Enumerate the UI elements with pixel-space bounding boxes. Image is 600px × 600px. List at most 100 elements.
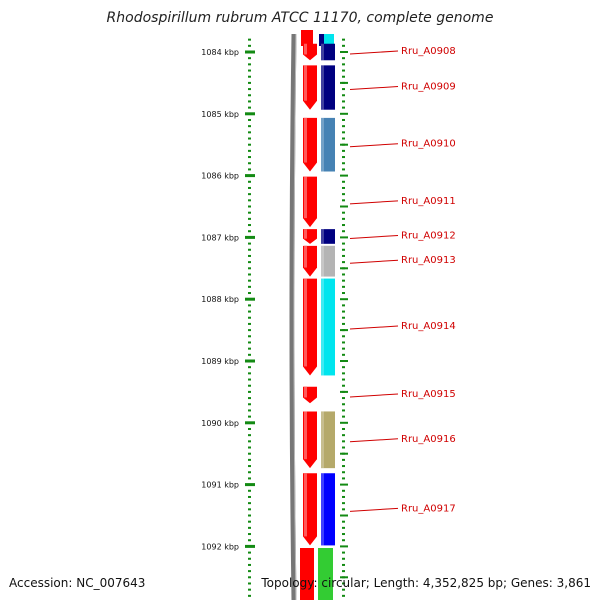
ruler-minor-tick <box>248 471 251 474</box>
gene-leader-line <box>349 234 399 239</box>
gene-rru-a0915[interactable]: Rru_A0915 <box>303 386 456 404</box>
gene-leader-line <box>349 143 399 148</box>
accession-text: Accession: NC_007643 <box>9 576 145 590</box>
ruler-minor-tick-right <box>342 366 345 369</box>
ruler-minor-tick <box>248 366 251 369</box>
ruler-minor-tick <box>248 304 251 307</box>
gene-label[interactable]: Rru_A0917 <box>401 503 456 514</box>
ruler-minor-tick <box>248 81 251 84</box>
ruler-minor-tick-right <box>342 458 345 461</box>
gene-rru-a0913[interactable]: Rru_A0913 <box>303 245 456 277</box>
ruler-minor-tick <box>248 434 251 437</box>
ruler-minor-tick <box>248 193 251 196</box>
gene-cog-box <box>321 117 335 172</box>
gene-cog-box <box>321 65 335 110</box>
ruler-minor-tick-right <box>342 75 345 78</box>
gene-label[interactable]: Rru_A0912 <box>401 230 456 241</box>
ruler-major-tick <box>245 174 255 178</box>
gene-leader-line <box>349 507 399 512</box>
gene-rru-a0910[interactable]: Rru_A0910 <box>303 117 456 172</box>
ruler-minor-tick-right <box>342 38 345 41</box>
ruler-minor-tick-right <box>342 217 345 220</box>
ruler-major-tick <box>245 112 255 116</box>
ruler-minor-tick <box>248 38 251 41</box>
gene-rru-a0912[interactable]: Rru_A0912 <box>303 229 456 244</box>
ruler-major-tick <box>245 359 255 363</box>
gene-label[interactable]: Rru_A0911 <box>401 196 456 207</box>
ruler-minor-tick-right <box>342 125 345 128</box>
gene-rru-a0916[interactable]: Rru_A0916 <box>303 411 456 469</box>
ruler-label: 1091 kbp <box>201 481 239 490</box>
gene-rru-a0911[interactable]: Rru_A0911 <box>303 176 456 228</box>
gene-rru-a0908[interactable]: Rru_A0908 <box>303 43 456 61</box>
ruler-minor-tick-right <box>342 137 345 140</box>
gene-rru-a0917[interactable]: Rru_A0917 <box>303 473 456 546</box>
ruler-minor-tick <box>248 310 251 313</box>
ruler-minor-tick <box>248 347 251 350</box>
ruler-half-tick <box>340 51 348 53</box>
ruler-minor-tick <box>248 75 251 78</box>
ruler-minor-tick-right <box>342 335 345 338</box>
ruler-major-tick <box>245 483 255 487</box>
ruler-label: 1088 kbp <box>201 295 239 304</box>
gene-cog-box-shade <box>321 411 324 469</box>
ruler-minor-tick <box>248 409 251 412</box>
ruler-minor-tick-right <box>342 495 345 498</box>
ruler-half-tick <box>340 452 348 455</box>
ruler-minor-tick <box>248 341 251 344</box>
ruler-minor-tick-right <box>342 149 345 152</box>
ruler-minor-tick <box>248 533 251 536</box>
ruler-minor-tick <box>248 100 251 103</box>
ruler-minor-tick <box>248 254 251 257</box>
gene-label[interactable]: Rru_A0910 <box>401 139 456 150</box>
genome-backbone <box>289 33 297 600</box>
ruler-minor-tick-right <box>342 409 345 412</box>
ruler-minor-tick-right <box>342 563 345 566</box>
ruler-half-tick <box>340 298 348 301</box>
gene-label[interactable]: Rru_A0915 <box>401 389 456 400</box>
ruler-minor-tick-right <box>342 508 345 511</box>
ruler-minor-tick <box>248 489 251 492</box>
gene-cog-box-shade <box>321 65 324 110</box>
gene-arrow-shade <box>304 176 307 219</box>
ruler-minor-tick <box>248 156 251 159</box>
ruler-minor-tick <box>248 149 251 152</box>
gene-rru-a0914[interactable]: Rru_A0914 <box>303 278 456 376</box>
gene-label[interactable]: Rru_A0909 <box>401 82 456 93</box>
gene-leader-line <box>349 325 399 330</box>
ruler-minor-tick <box>248 88 251 91</box>
genome-backbone-highlight <box>293 33 297 600</box>
ruler-minor-tick <box>248 446 251 449</box>
ruler-label: 1087 kbp <box>201 233 239 242</box>
ruler-minor-tick <box>248 570 251 573</box>
ruler-minor-tick-right <box>342 322 345 325</box>
gene-cog-box <box>321 278 335 376</box>
gene-label[interactable]: Rru_A0916 <box>401 434 456 445</box>
ruler-label: 1089 kbp <box>201 357 239 366</box>
gene-label[interactable]: Rru_A0914 <box>401 321 456 332</box>
ruler-minor-tick-right <box>342 403 345 406</box>
ruler-half-tick <box>340 329 348 332</box>
ruler-minor-tick <box>248 508 251 511</box>
ruler-minor-tick <box>248 261 251 264</box>
ruler-minor-tick <box>248 217 251 220</box>
ruler-minor-tick-right <box>342 372 345 375</box>
ruler-minor-tick-right <box>342 539 345 542</box>
ruler-minor-tick <box>248 205 251 208</box>
ruler-minor-tick-right <box>342 489 345 492</box>
gene-label[interactable]: Rru_A0908 <box>401 46 456 57</box>
ruler-minor-tick-right <box>342 415 345 418</box>
ruler-minor-tick-right <box>342 588 345 591</box>
ruler-minor-tick <box>248 378 251 381</box>
ruler-minor-tick <box>248 563 251 566</box>
ruler-minor-tick-right <box>342 186 345 189</box>
ruler-half-tick <box>340 576 348 579</box>
ruler-minor-tick <box>248 452 251 455</box>
gene-cog-box <box>321 229 335 244</box>
ruler-minor-tick <box>248 526 251 529</box>
gene-rru-a0909[interactable]: Rru_A0909 <box>303 65 456 110</box>
gene-label[interactable]: Rru_A0913 <box>401 255 456 266</box>
ruler-minor-tick-right <box>342 180 345 183</box>
ruler-minor-tick-right <box>342 131 345 134</box>
ruler-minor-tick <box>248 594 251 597</box>
